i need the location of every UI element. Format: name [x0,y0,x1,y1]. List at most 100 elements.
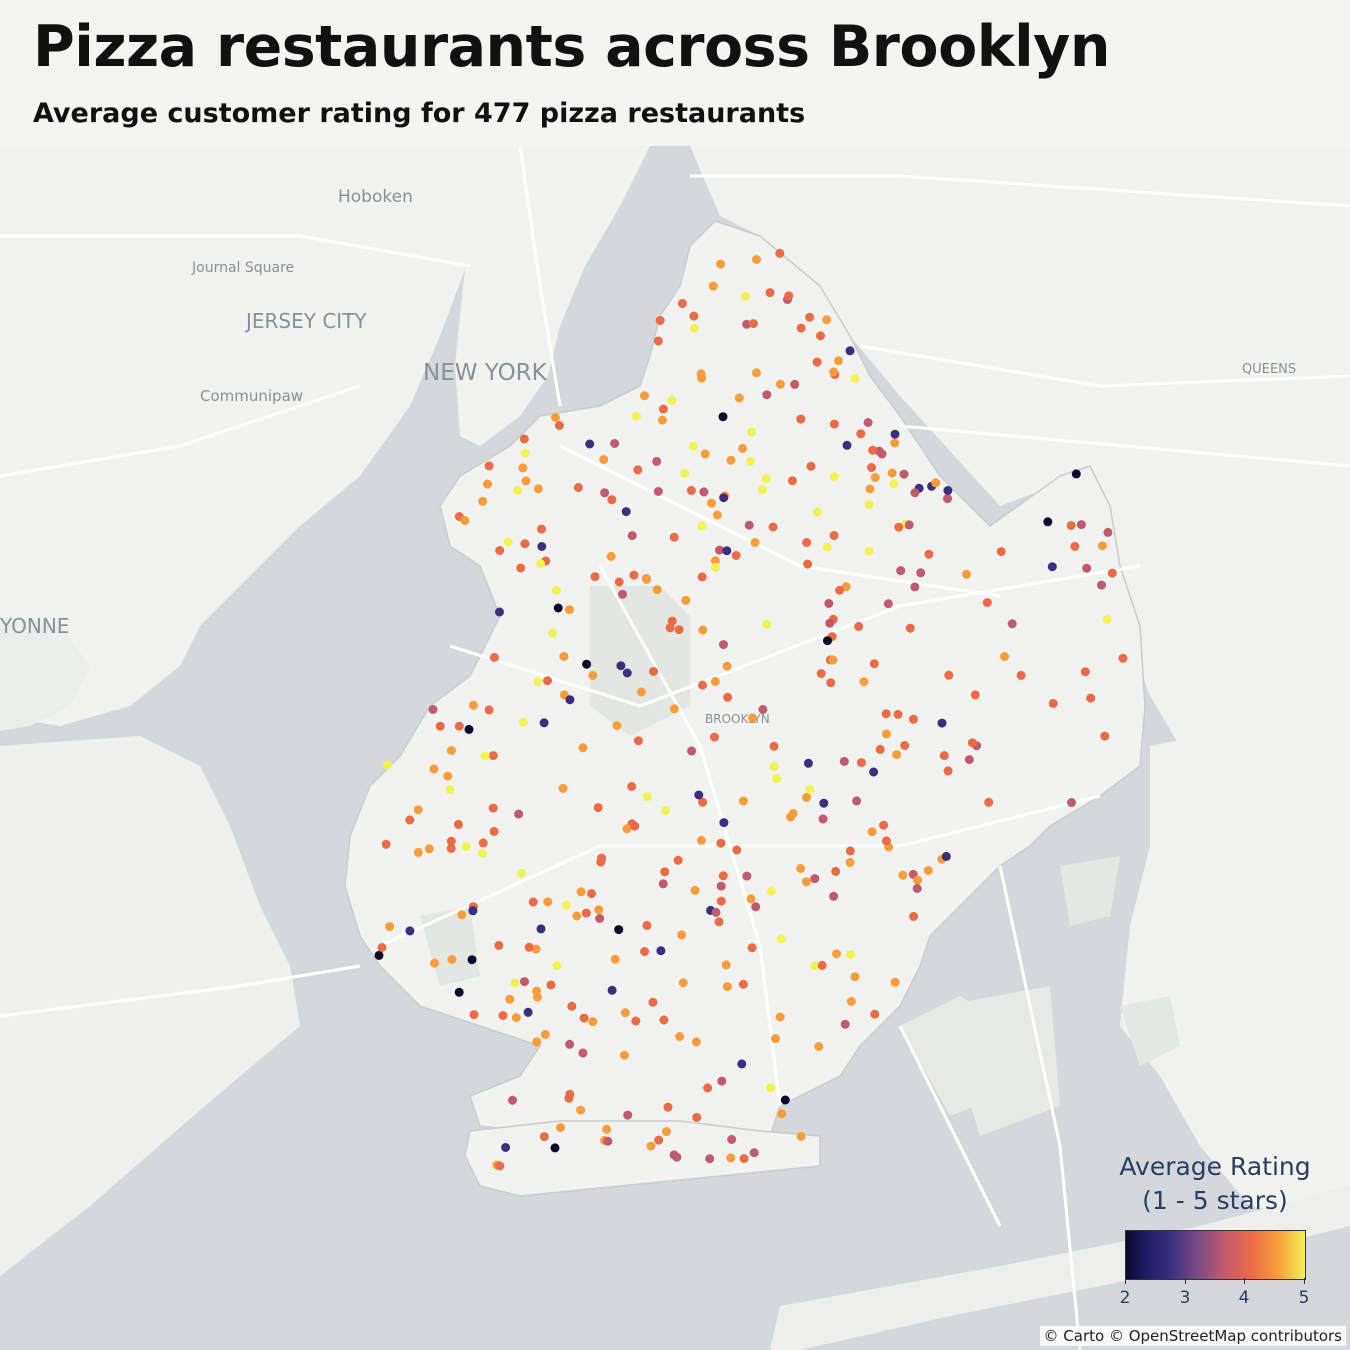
restaurant-marker[interactable] [689,323,699,333]
restaurant-marker[interactable] [642,792,652,802]
restaurant-marker[interactable] [558,783,568,793]
restaurant-marker[interactable] [429,764,439,774]
restaurant-marker[interactable] [714,917,724,927]
restaurant-marker[interactable] [677,930,687,940]
restaurant-marker[interactable] [964,755,974,765]
restaurant-marker[interactable] [742,319,752,329]
restaurant-marker[interactable] [537,542,547,551]
restaurant-marker[interactable] [829,891,839,901]
restaurant-marker[interactable] [890,438,900,448]
restaurant-marker[interactable] [769,762,779,771]
restaurant-marker[interactable] [1100,731,1110,741]
restaurant-marker[interactable] [732,845,742,855]
restaurant-marker[interactable] [881,709,891,719]
restaurant-marker[interactable] [620,1008,630,1018]
restaurant-marker[interactable] [810,961,820,971]
restaurant-marker[interactable] [446,836,456,846]
restaurant-marker[interactable] [748,713,757,723]
restaurant-marker[interactable] [610,439,620,448]
restaurant-marker[interactable] [616,661,626,671]
restaurant-marker[interactable] [726,1153,736,1163]
restaurant-marker[interactable] [424,844,434,854]
restaurant-marker[interactable] [868,445,878,455]
restaurant-marker[interactable] [686,485,696,495]
restaurant-marker[interactable] [669,1150,679,1160]
restaurant-marker[interactable] [726,455,736,465]
restaurant-marker[interactable] [385,922,395,932]
restaurant-marker[interactable] [614,925,624,935]
restaurant-marker[interactable] [916,568,926,578]
restaurant-marker[interactable] [967,738,977,748]
restaurant-marker[interactable] [817,960,827,970]
restaurant-marker[interactable] [870,1009,880,1019]
restaurant-marker[interactable] [595,914,605,923]
restaurant-marker[interactable] [924,549,934,559]
restaurant-marker[interactable] [374,950,384,960]
restaurant-marker[interactable] [677,299,687,308]
restaurant-marker[interactable] [576,1105,586,1115]
restaurant-marker[interactable] [687,746,697,756]
restaurant-marker[interactable] [765,288,775,298]
restaurant-marker[interactable] [941,851,951,861]
restaurant-marker[interactable] [531,944,541,954]
restaurant-marker[interactable] [846,950,856,960]
restaurant-marker[interactable] [581,908,591,918]
restaurant-marker[interactable] [845,858,855,867]
restaurant-marker[interactable] [943,494,952,504]
restaurant-marker[interactable] [772,774,782,784]
restaurant-marker[interactable] [649,667,658,676]
restaurant-marker[interactable] [524,942,534,952]
restaurant-marker[interactable] [805,785,815,795]
restaurant-marker[interactable] [501,1143,511,1152]
restaurant-points[interactable] [374,248,1128,1171]
restaurant-marker[interactable] [893,709,903,719]
restaurant-marker[interactable] [734,393,744,403]
restaurant-marker[interactable] [870,473,880,482]
restaurant-marker[interactable] [533,677,543,687]
restaurant-marker[interactable] [548,628,558,638]
restaurant-marker[interactable] [656,946,666,956]
restaurant-marker[interactable] [1043,517,1053,527]
restaurant-marker[interactable] [565,1089,575,1099]
restaurant-marker[interactable] [665,623,675,633]
restaurant-marker[interactable] [596,857,606,867]
restaurant-marker[interactable] [822,542,832,552]
restaurant-marker[interactable] [428,705,438,714]
restaurant-marker[interactable] [567,1001,577,1011]
restaurant-marker[interactable] [642,920,652,930]
restaurant-marker[interactable] [698,680,707,690]
restaurant-marker[interactable] [996,547,1006,557]
restaurant-marker[interactable] [627,531,637,541]
restaurant-marker[interactable] [1097,580,1106,590]
restaurant-marker[interactable] [875,744,885,754]
restaurant-marker[interactable] [511,1013,521,1023]
restaurant-marker[interactable] [599,455,609,464]
restaurant-marker[interactable] [738,979,748,989]
restaurant-marker[interactable] [718,871,728,881]
restaurant-marker[interactable] [631,411,641,421]
restaurant-marker[interactable] [518,463,528,473]
restaurant-marker[interactable] [752,255,761,264]
restaurant-marker[interactable] [1016,670,1026,680]
restaurant-marker[interactable] [533,484,543,494]
restaurant-marker[interactable] [513,485,522,495]
restaurant-marker[interactable] [970,690,980,700]
restaurant-marker[interactable] [520,539,530,549]
restaurant-marker[interactable] [716,259,725,269]
restaurant-marker[interactable] [747,427,757,437]
restaurant-marker[interactable] [539,718,549,728]
restaurant-marker[interactable] [751,902,761,912]
restaurant-marker[interactable] [413,805,423,815]
restaurant-marker[interactable] [939,751,949,761]
restaurant-marker[interactable] [1007,619,1017,629]
restaurant-marker[interactable] [514,809,524,819]
restaurant-marker[interactable] [796,414,806,424]
restaurant-marker[interactable] [867,463,876,472]
restaurant-marker[interactable] [523,1007,533,1017]
restaurant-marker[interactable] [556,1123,565,1133]
restaurant-marker[interactable] [904,520,914,530]
restaurant-marker[interactable] [943,766,953,776]
restaurant-marker[interactable] [722,546,732,556]
restaurant-marker[interactable] [435,721,445,731]
restaurant-marker[interactable] [565,695,575,705]
